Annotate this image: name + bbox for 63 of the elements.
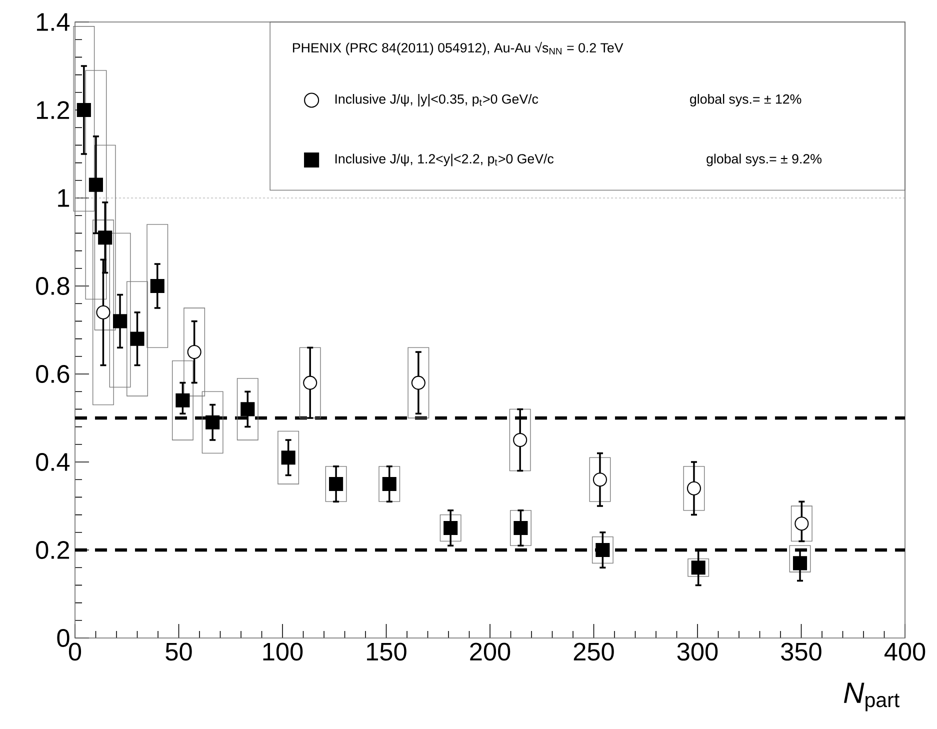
point xyxy=(303,376,318,390)
legend-label: Inclusive J/ψ, 1.2<y|<2.2, p$_{t}$>0 GeV/c xyxy=(335,154,554,166)
y-tick-label: 0 xyxy=(57,629,70,647)
point xyxy=(206,415,220,430)
point xyxy=(329,476,344,492)
y-tick-label: 0.4 xyxy=(36,453,70,471)
point xyxy=(113,314,128,328)
bar xyxy=(299,347,321,418)
point xyxy=(96,305,110,320)
y-tick-label: 0.2 xyxy=(36,541,70,559)
y-tick-label: 0.6 xyxy=(36,365,70,383)
bar xyxy=(510,510,532,546)
point xyxy=(150,278,164,294)
point xyxy=(98,230,112,245)
y-tick-label: 1.2 xyxy=(37,101,70,119)
point xyxy=(592,472,608,487)
point xyxy=(176,393,190,408)
x-tick-label: 400 xyxy=(884,642,926,661)
point xyxy=(382,476,396,492)
point xyxy=(691,560,706,575)
point xyxy=(76,102,91,118)
bar xyxy=(789,545,811,572)
bar xyxy=(278,430,300,484)
y-tick-label: 0.8 xyxy=(36,277,70,295)
point xyxy=(686,481,702,496)
bar xyxy=(325,466,347,502)
y-tick-label: 1 xyxy=(58,189,70,207)
bar xyxy=(790,506,812,542)
point xyxy=(596,542,610,558)
point xyxy=(444,520,458,536)
bar xyxy=(688,558,710,577)
point xyxy=(281,450,296,465)
annotation: global sys.= ± 9.2% xyxy=(706,154,822,166)
x-tick-label: 300 xyxy=(677,642,718,661)
bar xyxy=(509,408,531,472)
point xyxy=(240,402,255,416)
bar xyxy=(236,378,258,440)
point xyxy=(130,332,144,346)
point xyxy=(792,556,808,570)
x-tick-label: 250 xyxy=(574,642,614,661)
bar xyxy=(378,466,400,502)
point xyxy=(411,376,426,390)
legend-title: PHENIX (PRC 84(2011) 054912), Au-Au √s$_{NN}$ = 0.2 TeV xyxy=(292,42,624,56)
x-tick-label: 200 xyxy=(470,642,510,661)
bar xyxy=(440,514,462,542)
annotation: global sys.= ± 12% xyxy=(690,94,802,106)
x-tick-label: 100 xyxy=(263,642,303,661)
x-tick-label: 50 xyxy=(166,642,192,661)
bar xyxy=(589,457,611,502)
point xyxy=(187,344,202,360)
legend-label: Inclusive J/ψ, |y|<0.35, p$_{t}$>0 GeV/c xyxy=(335,94,538,106)
point xyxy=(514,520,528,536)
bar xyxy=(683,466,705,511)
x-tick-label: 150 xyxy=(367,642,406,661)
point xyxy=(513,432,528,448)
bar xyxy=(592,536,614,564)
x-tick-label: 350 xyxy=(781,642,822,661)
x-tick-label: 0 xyxy=(68,642,82,661)
x-axis-title: N$_{part}$ xyxy=(844,682,900,712)
bar xyxy=(408,347,430,418)
point xyxy=(88,178,103,192)
point xyxy=(794,516,809,531)
y-tick-label: 1.4 xyxy=(37,13,70,31)
